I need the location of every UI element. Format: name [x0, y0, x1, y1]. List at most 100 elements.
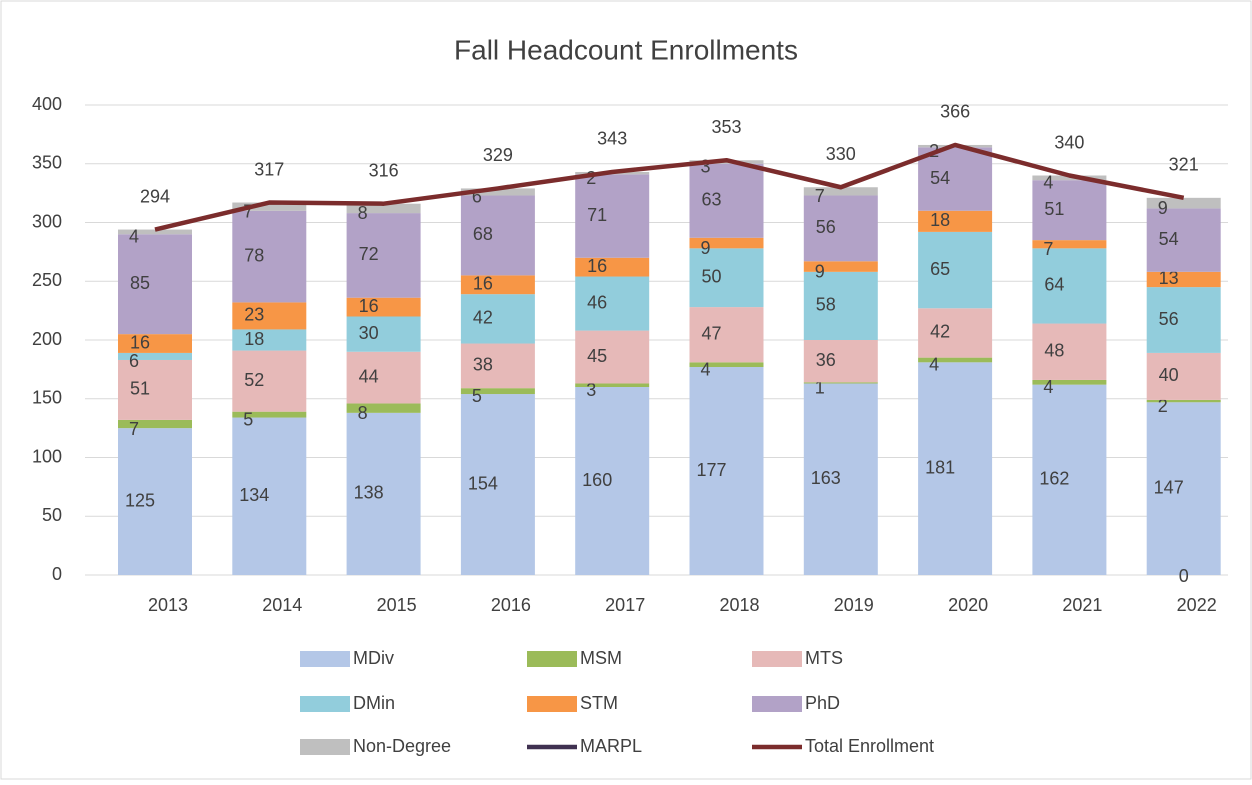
line-label: 343: [597, 129, 627, 149]
data-label: 2: [586, 168, 596, 188]
data-label: 125: [125, 490, 155, 510]
data-label: 13: [1159, 268, 1179, 288]
legend-swatch: [527, 696, 577, 712]
data-label: 65: [930, 259, 950, 279]
bar-segment: [918, 308, 993, 358]
bar-segment: [118, 334, 192, 353]
bar-segment: [1032, 180, 1107, 241]
data-label: 42: [473, 308, 493, 328]
bar-segment: [689, 307, 764, 363]
data-label: 23: [244, 305, 264, 325]
data-label: 181: [925, 457, 955, 477]
data-label: 163: [811, 468, 841, 488]
bar-segment: [346, 213, 421, 298]
data-label: 48: [1044, 341, 1064, 361]
data-label: 30: [359, 323, 379, 343]
bar-segment: [460, 188, 535, 196]
bar-segment: [575, 276, 650, 331]
bar-segment: [346, 297, 421, 317]
data-label: 154: [468, 473, 498, 493]
legend-label: MARPL: [580, 736, 642, 756]
data-label: 7: [243, 201, 253, 221]
bar-segment: [346, 403, 421, 413]
legend-label: Total Enrollment: [805, 736, 934, 756]
data-label: 4: [129, 227, 139, 247]
data-label: 7: [129, 419, 139, 439]
bar-segment: [118, 419, 192, 429]
chart-title: Fall Headcount Enrollments: [454, 34, 798, 65]
x-tick-label: 2018: [719, 595, 759, 615]
x-tick-label: 2014: [262, 595, 302, 615]
bar-segment: [1032, 248, 1107, 324]
y-tick-label: 250: [32, 270, 62, 290]
data-label: 58: [816, 295, 836, 315]
data-label: 7: [1043, 239, 1053, 259]
data-label: 162: [1039, 469, 1069, 489]
data-label: 4: [700, 359, 710, 379]
legend-swatch: [752, 696, 802, 712]
bar-segment: [689, 367, 764, 575]
data-label: 50: [701, 266, 721, 286]
legend-label: PhD: [805, 693, 840, 713]
bar-segment: [232, 210, 307, 303]
bar-segment: [460, 195, 535, 276]
y-tick-label: 300: [32, 211, 62, 231]
line: [154, 142, 1185, 232]
bar-segment: [1146, 352, 1221, 400]
bar-segment: [118, 234, 192, 335]
bar-segment: [232, 202, 307, 211]
data-label: 138: [354, 483, 384, 503]
data-label: 134: [239, 485, 269, 505]
line-label: 316: [369, 160, 399, 180]
bar-segment: [232, 411, 307, 418]
bar-segment: [918, 231, 993, 309]
bar-segment: [689, 362, 764, 368]
bar-segment: [575, 174, 650, 258]
bar-segment: [689, 163, 764, 238]
bar-segment: [1032, 379, 1107, 385]
data-label: 7: [815, 186, 825, 206]
legend-label: MDiv: [353, 648, 394, 668]
bar-segment: [575, 383, 650, 387]
data-label: 85: [130, 273, 150, 293]
bar-segment: [575, 387, 650, 575]
bar-segment: [346, 351, 421, 404]
bar-segment: [575, 330, 650, 384]
x-tick-label: 2020: [948, 595, 988, 615]
bar-segment: [346, 316, 421, 352]
bar-segment: [346, 203, 421, 214]
data-label: 4: [1043, 173, 1053, 193]
bar-segment: [689, 248, 764, 308]
y-tick-label: 0: [52, 564, 62, 584]
data-label: 52: [244, 370, 264, 390]
data-label: 64: [1044, 275, 1064, 295]
bar-segment: [460, 394, 535, 575]
bar-segment: [1146, 197, 1221, 209]
data-label: 6: [472, 187, 482, 207]
data-label: 177: [696, 460, 726, 480]
legend-label: STM: [580, 693, 618, 713]
data-label: 16: [587, 256, 607, 276]
data-label: 160: [582, 470, 612, 490]
data-label: 56: [1159, 309, 1179, 329]
data-label: 36: [816, 350, 836, 370]
legend-swatch: [527, 651, 577, 667]
legend-label: MTS: [805, 648, 843, 668]
line-label: 0: [1179, 566, 1189, 586]
data-label: 4: [929, 355, 939, 375]
data-label: 18: [244, 329, 264, 349]
bar-segment: [918, 147, 993, 211]
line-label: 329: [483, 145, 513, 165]
x-tick-label: 2013: [148, 595, 188, 615]
data-label: 18: [930, 210, 950, 230]
data-label: 68: [473, 224, 493, 244]
data-label: 54: [1159, 229, 1179, 249]
bar-segment: [1032, 240, 1107, 249]
bar-segment: [460, 275, 535, 295]
bar-segment: [1032, 384, 1107, 575]
bar-segment: [918, 210, 993, 232]
y-tick-label: 400: [32, 94, 62, 114]
bar-segment: [118, 428, 192, 575]
legend-label: Non-Degree: [353, 736, 451, 756]
bar-segment: [460, 343, 535, 389]
